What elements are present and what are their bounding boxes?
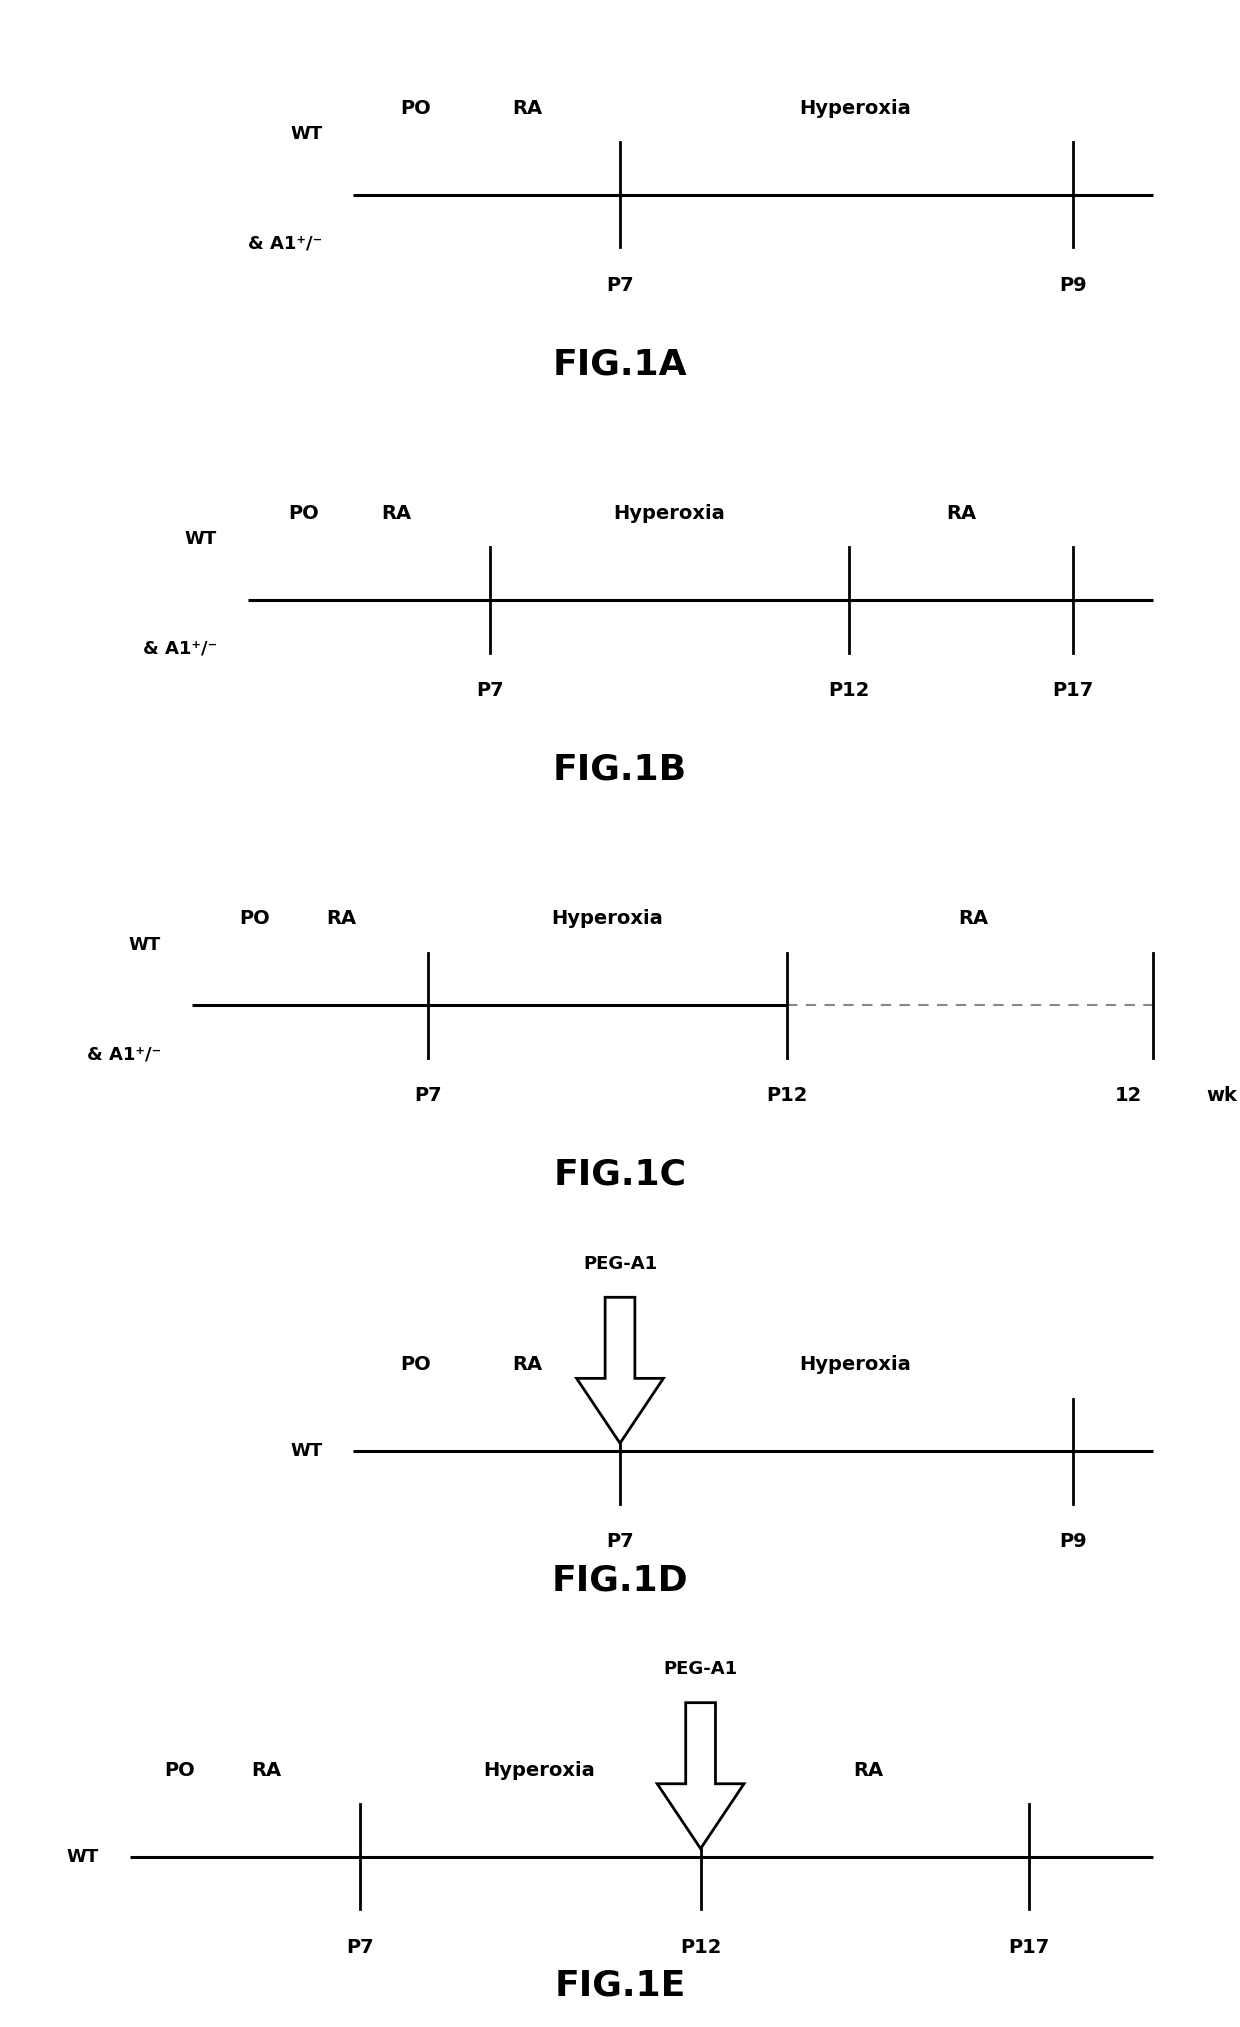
Text: RA: RA <box>382 505 412 523</box>
Text: PO: PO <box>289 505 319 523</box>
Text: P7: P7 <box>346 1938 373 1956</box>
Text: & A1⁺/⁻: & A1⁺/⁻ <box>143 641 217 657</box>
Polygon shape <box>657 1703 744 1849</box>
Text: WT: WT <box>290 1443 322 1459</box>
Text: P12: P12 <box>828 681 870 699</box>
Text: RA: RA <box>512 99 542 118</box>
Text: FIG.1E: FIG.1E <box>554 1968 686 2003</box>
Text: P7: P7 <box>414 1086 441 1105</box>
Text: PO: PO <box>401 99 430 118</box>
Text: Hyperoxia: Hyperoxia <box>552 910 663 928</box>
Text: RA: RA <box>512 1356 542 1374</box>
Text: Hyperoxia: Hyperoxia <box>484 1761 595 1780</box>
Text: P7: P7 <box>476 681 503 699</box>
Text: P12: P12 <box>766 1086 808 1105</box>
Text: RA: RA <box>252 1761 281 1780</box>
Text: WT: WT <box>67 1849 99 1865</box>
Text: FIG.1D: FIG.1D <box>552 1563 688 1597</box>
Text: RA: RA <box>959 910 988 928</box>
Text: WT: WT <box>185 531 217 547</box>
Text: FIG.1C: FIG.1C <box>553 1157 687 1192</box>
Text: P12: P12 <box>680 1938 722 1956</box>
Text: RA: RA <box>853 1761 883 1780</box>
Text: RA: RA <box>326 910 356 928</box>
Text: 12: 12 <box>1115 1086 1142 1105</box>
Text: FIG.1B: FIG.1B <box>553 752 687 786</box>
Text: PO: PO <box>239 910 269 928</box>
Text: WT: WT <box>290 126 322 142</box>
Text: P9: P9 <box>1059 1532 1086 1551</box>
Text: P17: P17 <box>1008 1938 1050 1956</box>
Text: & A1⁺/⁻: & A1⁺/⁻ <box>87 1046 161 1062</box>
Text: PEG-A1: PEG-A1 <box>583 1255 657 1273</box>
Polygon shape <box>577 1297 663 1443</box>
Text: WT: WT <box>129 936 161 953</box>
Text: RA: RA <box>946 505 976 523</box>
Text: wk: wk <box>1207 1086 1236 1105</box>
Text: FIG.1A: FIG.1A <box>553 347 687 381</box>
Text: P7: P7 <box>606 1532 634 1551</box>
Text: PEG-A1: PEG-A1 <box>663 1660 738 1678</box>
Text: P7: P7 <box>606 276 634 294</box>
Text: P17: P17 <box>1052 681 1094 699</box>
Text: PO: PO <box>401 1356 430 1374</box>
Text: PO: PO <box>165 1761 195 1780</box>
Text: Hyperoxia: Hyperoxia <box>614 505 725 523</box>
Text: & A1⁺/⁻: & A1⁺/⁻ <box>248 235 322 251</box>
Text: P9: P9 <box>1059 276 1086 294</box>
Text: Hyperoxia: Hyperoxia <box>800 1356 911 1374</box>
Text: Hyperoxia: Hyperoxia <box>800 99 911 118</box>
